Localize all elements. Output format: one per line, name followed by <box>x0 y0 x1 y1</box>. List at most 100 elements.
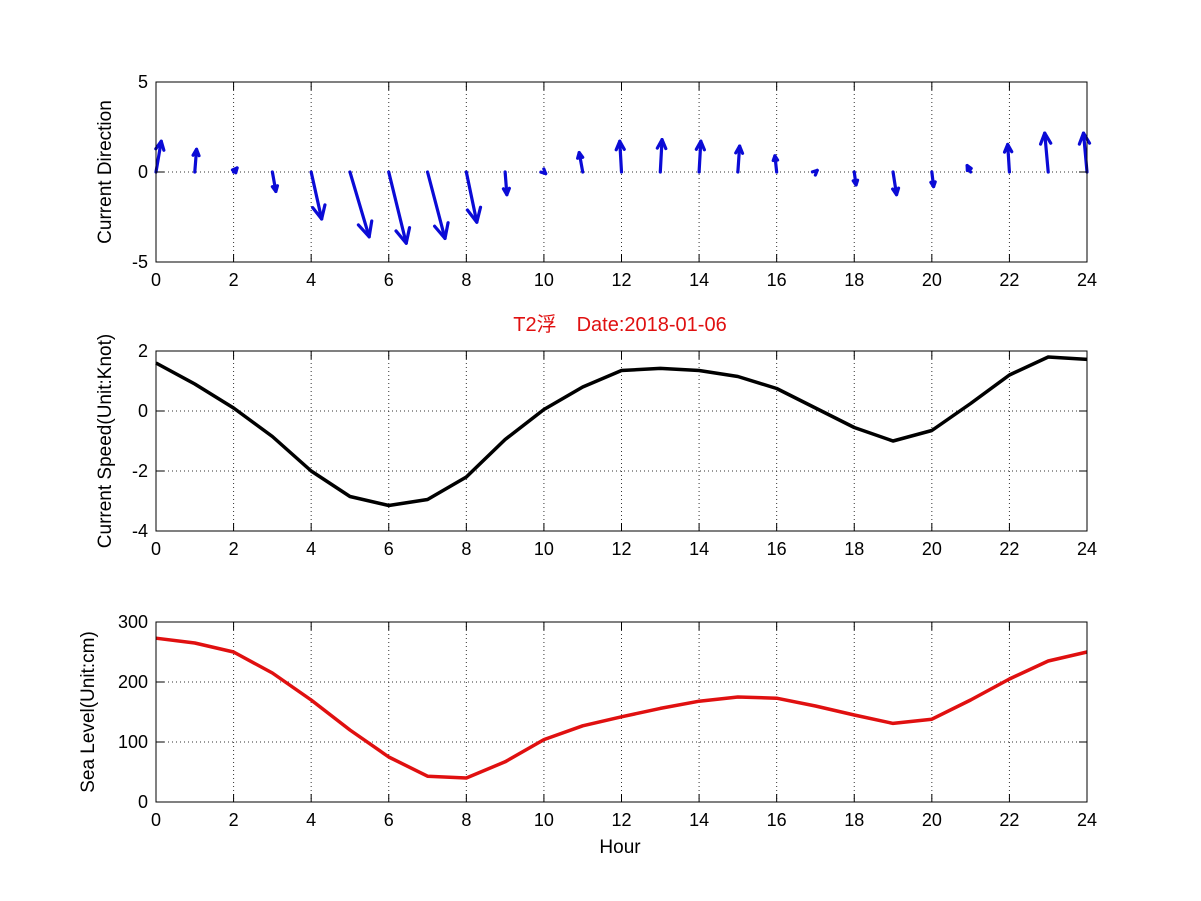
panel-1-series-line <box>155 355 1088 508</box>
quiver-arrow <box>1038 131 1053 174</box>
quiver-arrow-head <box>230 166 239 175</box>
panel-2-xtick-label: 4 <box>306 810 316 830</box>
quiver-arrow-head <box>771 154 780 163</box>
panel-1-xtick-label: 16 <box>767 539 787 559</box>
quiver-arrow-shaft <box>387 170 408 245</box>
quiver-arrow <box>851 170 860 187</box>
panel-2-ytick-label: 300 <box>118 612 148 632</box>
panel-0-xtick-label: 0 <box>151 270 161 290</box>
quiver-arrow-head <box>734 144 745 155</box>
quiver-arrow <box>501 170 511 197</box>
panel-2-xtick-label: 12 <box>611 810 631 830</box>
quiver-arrow-head <box>1002 142 1014 154</box>
panel-1-xtick-label: 24 <box>1077 539 1097 559</box>
panel-2-xtick-label: 24 <box>1077 810 1097 830</box>
panel-1-ytick-label: 0 <box>138 401 148 421</box>
quiver-arrow-shaft <box>503 170 509 197</box>
panel-0-ytick-label: 0 <box>138 162 148 182</box>
panel-2-series-line <box>155 636 1088 780</box>
quiver-arrow-head <box>810 168 819 177</box>
quiver-arrow-shaft <box>697 139 703 174</box>
quiver-arrow <box>230 166 239 175</box>
quiver-arrow-shaft <box>193 147 199 174</box>
quiver-arrow-shaft <box>309 170 324 221</box>
quiver-arrow-head <box>270 184 280 194</box>
panel-0-xtick-label: 4 <box>306 270 316 290</box>
quiver-arrow <box>191 147 201 174</box>
quiver-arrow-head <box>154 139 166 152</box>
panel-1-xtick-label: 18 <box>844 539 864 559</box>
quiver-arrow-head <box>433 221 450 241</box>
panel-1-xtick-label: 4 <box>306 539 316 559</box>
quiver-arrow-shaft <box>348 170 371 239</box>
quiver-arrow-head <box>655 138 668 151</box>
quiver-arrow-shaft <box>1081 131 1089 174</box>
panel-2-xtick-label: 10 <box>534 810 554 830</box>
panel-2-ylabel: Sea Level(Unit:cm) <box>78 631 99 793</box>
quiver-arrow <box>1077 131 1092 174</box>
panel-0-xtick-label: 18 <box>844 270 864 290</box>
quiver-arrow-shaft <box>425 170 447 241</box>
quiver-arrow <box>309 170 327 221</box>
panel-1-xtick-label: 22 <box>999 539 1019 559</box>
panel-1-xtick-label: 2 <box>229 539 239 559</box>
quiver-arrow <box>1002 142 1014 174</box>
quiver-arrow-head <box>965 163 973 173</box>
quiver-arrow <box>734 144 745 174</box>
panel-0-ytick-label: -5 <box>132 252 148 272</box>
panel-2-xtick-label: 6 <box>384 810 394 830</box>
panel-0-xtick-label: 8 <box>461 270 471 290</box>
panel-1-xtick-label: 8 <box>461 539 471 559</box>
quiver-arrow-shaft <box>154 139 163 174</box>
figure-title: T2浮 Date:2018-01-06 <box>513 313 726 336</box>
x-axis-label: Hour <box>599 837 641 858</box>
quiver-arrow <box>929 170 937 189</box>
panel-1-ytick-label: -2 <box>132 461 148 481</box>
panel-2-xtick-label: 18 <box>844 810 864 830</box>
panel-0-xtick-label: 2 <box>229 270 239 290</box>
quiver-arrow <box>154 139 166 174</box>
panel-1-ytick-label: 2 <box>138 341 148 361</box>
quiver-arrow <box>539 167 548 176</box>
panel-1-xtick-label: 10 <box>534 539 554 559</box>
quiver-arrow <box>965 163 973 174</box>
panel-0-ylabel: Current Direction <box>95 100 116 244</box>
quiver-arrow-shaft <box>891 170 899 197</box>
panel-0-xtick-label: 6 <box>384 270 394 290</box>
quiver-arrow-head <box>539 167 548 176</box>
panel-2-ytick-label: 100 <box>118 732 148 752</box>
panel-1-xtick-label: 14 <box>689 539 709 559</box>
quiver-arrow-shaft <box>658 138 664 174</box>
panel-0-xtick-label: 10 <box>534 270 554 290</box>
quiver-arrow-head <box>356 219 374 239</box>
quiver-arrow <box>270 170 280 194</box>
panel-0-xtick-label: 24 <box>1077 270 1097 290</box>
panel-1-xtick-label: 0 <box>151 539 161 559</box>
quiver-arrow-head <box>891 186 901 197</box>
quiver-arrow-shaft <box>464 170 479 224</box>
quiver-arrow-head <box>694 139 706 152</box>
quiver-arrow <box>576 150 585 174</box>
quiver-arrow <box>614 139 626 174</box>
quiver-arrow <box>810 168 819 177</box>
quiver-arrow <box>348 170 374 239</box>
quiver-arrow <box>891 170 901 197</box>
quiver-arrow-head <box>929 180 937 189</box>
panel-2-xtick-label: 14 <box>689 810 709 830</box>
quiver-arrow-head <box>501 186 511 197</box>
panel-2-xtick-label: 8 <box>461 810 471 830</box>
panel-0-xtick-label: 14 <box>689 270 709 290</box>
quiver-arrow <box>694 139 706 174</box>
panel-1-xtick-label: 12 <box>611 539 631 559</box>
panel-1-xtick-label: 20 <box>922 539 942 559</box>
panel-2-xtick-label: 20 <box>922 810 942 830</box>
quiver-arrow-head <box>851 178 860 187</box>
quiver-arrow-shaft <box>1043 131 1050 174</box>
panel-2-ytick-label: 200 <box>118 672 148 692</box>
panel-1-ylabel: Current Speed(Unit:Knot) <box>95 334 116 548</box>
quiver-arrow-shaft <box>736 144 742 174</box>
panel-2-xtick-label: 0 <box>151 810 161 830</box>
quiver-arrow <box>425 170 450 241</box>
